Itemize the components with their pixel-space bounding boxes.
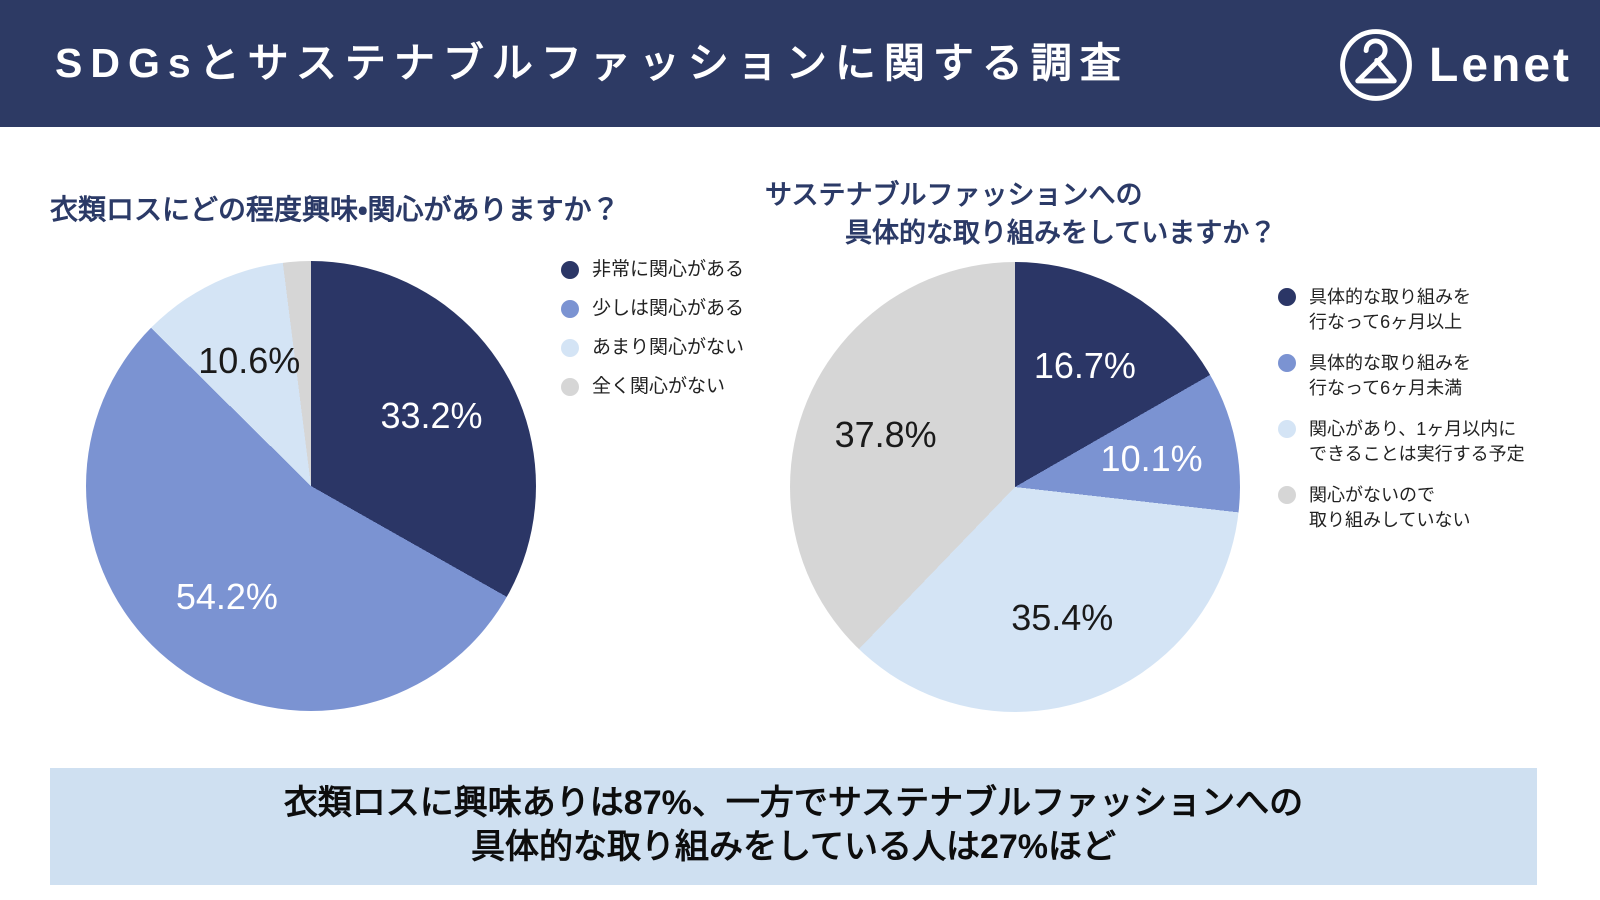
pie-chart-sustainable-fashion-actions: 16.7% 10.1% 35.4% 37.8% <box>790 262 1240 712</box>
legend-item: 非常に関心がある <box>561 258 744 282</box>
legend-color-dot-icon <box>1278 486 1296 504</box>
legend-label: 非常に関心がある <box>592 259 745 280</box>
pie-slice-label: 10.6% <box>198 339 301 381</box>
legend-item: あまり関心がない <box>561 336 744 360</box>
page-title: SDGsとサステナブルファッションに関する調査 <box>55 40 1129 86</box>
legend-label: 関心があり、1ヶ月以内に できることは実行する予定 <box>1309 419 1525 464</box>
header: SDGsとサステナブルファッションに関する調査 Lenet <box>0 0 1600 127</box>
legend-label: あまり関心がない <box>592 337 745 358</box>
chart-title-left: 衣類ロスにどの程度興味・関心がありますか？ <box>50 194 620 225</box>
legend-color-dot-icon <box>561 339 579 357</box>
legend-label: 全く関心がない <box>592 376 726 397</box>
pie-chart-clothing-loss-interest: 33.2% 54.2% 10.6% <box>86 261 536 711</box>
pie-slice-label: 16.7% <box>1033 345 1136 387</box>
legend-item: 全く関心がない <box>561 375 744 399</box>
summary-line-1: 衣類ロスに興味ありは87%、一方でサステナブルファッションへの <box>283 784 1304 822</box>
legend-item: 少しは関心がある <box>561 297 744 321</box>
summary-banner: 衣類ロスに興味ありは87%、一方でサステナブルファッションへの 具体的な取り組み… <box>50 768 1537 885</box>
legend-item: 関心があり、1ヶ月以内に できることは実行する予定 <box>1278 417 1525 467</box>
legend-item: 関心がないので 取り組みしていない <box>1278 483 1525 533</box>
legend-label: 具体的な取り組みを 行なって6ヶ月以上 <box>1309 287 1471 332</box>
legend-sustainable-fashion-actions: 具体的な取り組みを 行なって6ヶ月以上 具体的な取り組みを 行なって6ヶ月未満 関心… <box>1278 285 1525 549</box>
legend-label: 具体的な取り組みを 行なって6ヶ月未満 <box>1309 353 1471 398</box>
legend-clothing-loss-interest: 非常に関心がある 少しは関心がある あまり関心がない 全く関心がない <box>561 258 744 414</box>
pie-slice-label: 37.8% <box>834 413 937 455</box>
pie-slice-label: 10.1% <box>1100 437 1203 479</box>
legend-color-dot-icon <box>1278 420 1296 438</box>
legend-item: 具体的な取り組みを 行なって6ヶ月以上 <box>1278 285 1525 335</box>
summary-line-2: 具体的な取り組みをしている人は27%ほど <box>470 828 1117 866</box>
legend-color-dot-icon <box>561 261 579 279</box>
legend-label: 少しは関心がある <box>592 298 745 319</box>
hanger-logo-icon <box>1340 29 1412 101</box>
chart-title-right-line1: サステナブルファッションへの <box>765 180 1143 210</box>
legend-color-dot-icon <box>1278 288 1296 306</box>
legend-color-dot-icon <box>1278 354 1296 372</box>
pie-slice-label: 33.2% <box>380 394 483 436</box>
chart-title-right-line2: 具体的な取り組みをしていますか？ <box>845 218 1277 248</box>
brand-logo: Lenet <box>1338 27 1572 103</box>
legend-label: 関心がないので 取り組みしていない <box>1309 485 1471 530</box>
pie-slice-label: 54.2% <box>175 576 278 618</box>
legend-color-dot-icon <box>561 300 579 318</box>
legend-color-dot-icon <box>561 378 579 396</box>
legend-item: 具体的な取り組みを 行なって6ヶ月未満 <box>1278 351 1525 401</box>
brand-name: Lenet <box>1429 38 1573 92</box>
pie-slice-label: 35.4% <box>1011 597 1114 639</box>
